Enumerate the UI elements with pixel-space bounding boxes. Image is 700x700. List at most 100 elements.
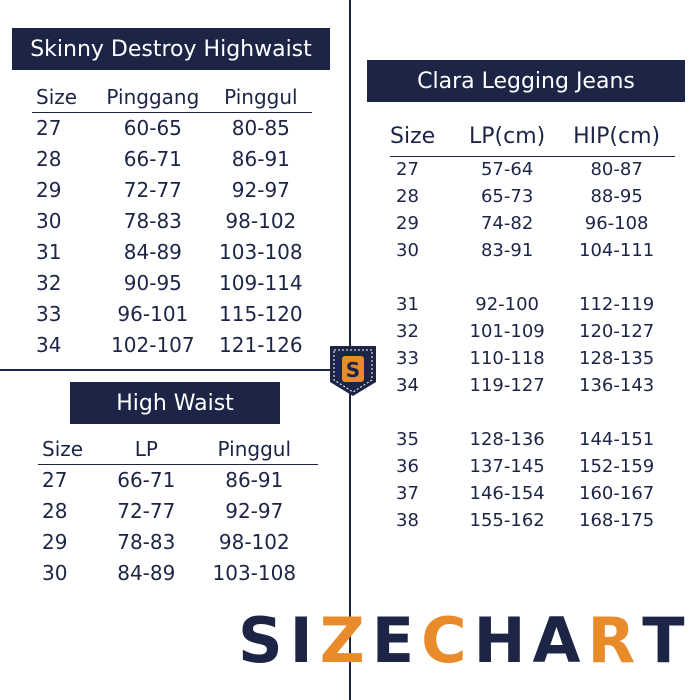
measurement-cell: 66-71 [123, 146, 182, 171]
size-cell: 29 [396, 213, 419, 234]
measurement-cell: 112-119 [579, 294, 655, 315]
measurement-cell: 78-83 [123, 208, 182, 233]
measurement-cell: 83-91 [480, 240, 534, 261]
measurement-cell: 90-95 [123, 270, 182, 295]
column-header: Pinggul [217, 436, 292, 461]
size-cell: 28 [42, 498, 68, 523]
column-header: Pinggul [224, 84, 298, 109]
measurement-cell: 98-102 [218, 529, 290, 554]
measurement-cell: 155-162 [469, 510, 545, 531]
skinny-title: Skinny Destroy Highwaist [30, 36, 312, 62]
measurement-cell: 72-77 [123, 177, 182, 202]
measurement-cell: 104-111 [579, 240, 655, 261]
clara-title: Clara Legging Jeans [417, 68, 635, 94]
table-row: 32 90-95 109-114 [32, 267, 312, 298]
table-header-row: Size LP(cm) HIP(cm) [390, 118, 675, 156]
table-row: 33 96-101 115-120 [32, 298, 312, 329]
sizechart-title: SIZECHART [238, 604, 684, 677]
measurement-cell: 120-127 [579, 321, 655, 342]
table-row: 31 84-89 103-108 [32, 236, 312, 267]
table-row: 34 119-127 136-143 [390, 372, 675, 399]
table-row: 27 60-65 80-85 [32, 112, 312, 143]
measurement-cell: 109-114 [219, 270, 303, 295]
measurement-cell: 65-73 [480, 186, 534, 207]
measurement-cell: 96-108 [584, 213, 649, 234]
table-row: 28 65-73 88-95 [390, 183, 675, 210]
size-cell: 30 [396, 240, 419, 261]
measurement-cell: 144-151 [579, 429, 655, 450]
measurement-cell: 168-175 [579, 510, 655, 531]
measurement-cell: 80-87 [590, 159, 643, 181]
measurement-cell: 74-82 [480, 213, 534, 234]
size-cell: 32 [396, 321, 419, 342]
table-row: 29 78-83 98-102 [38, 526, 318, 557]
measurement-cell: 160-167 [579, 483, 655, 504]
title-letter: S [238, 604, 290, 677]
measurement-cell: 128-136 [469, 429, 545, 450]
title-letter: C [421, 604, 474, 677]
size-cell: 27 [36, 115, 62, 140]
measurement-cell: 110-118 [469, 348, 545, 369]
column-header: Size [36, 84, 78, 109]
table-row: 30 83-91 104-111 [390, 237, 675, 264]
title-letter: R [587, 604, 643, 677]
table-row: 29 74-82 96-108 [390, 210, 675, 237]
measurement-cell: 92-100 [475, 294, 540, 315]
measurement-cell: 103-108 [219, 239, 303, 264]
measurement-cell: 96-101 [117, 301, 189, 326]
table-row: 36 137-145 152-159 [390, 453, 675, 480]
table-row: 27 57-64 80-87 [390, 156, 675, 183]
measurement-cell: 72-77 [117, 498, 176, 523]
measurement-cell: 101-109 [469, 321, 545, 342]
pocket-badge-icon: S [330, 346, 376, 396]
size-cell: 27 [42, 467, 68, 492]
measurement-cell: 57-64 [480, 159, 534, 181]
title-letter: I [289, 604, 320, 677]
measurement-cell: 115-120 [219, 301, 303, 326]
measurement-cell: 92-97 [225, 498, 284, 523]
table-row: 28 66-71 86-91 [32, 143, 312, 174]
table-row: 32 101-109 120-127 [390, 318, 675, 345]
measurement-cell: 84-89 [123, 239, 182, 264]
title-letter: T [642, 604, 692, 677]
size-cell: 31 [396, 294, 419, 315]
size-cell: 30 [42, 560, 68, 585]
measurement-cell: 84-89 [117, 560, 176, 585]
table-row: 37 146-154 160-167 [390, 480, 675, 507]
highwaist-size-table: Size LP Pinggul 27 66-71 86-91 28 72-77 92-97… [38, 434, 318, 588]
size-cell: 30 [36, 208, 62, 233]
measurement-cell: 146-154 [469, 483, 545, 504]
table-row: 35 128-136 144-151 [390, 426, 675, 453]
size-cell: 28 [36, 146, 62, 171]
table-header-row: Size LP Pinggul [38, 434, 318, 464]
measurement-cell: 152-159 [579, 456, 655, 477]
table-row: 27 66-71 86-91 [38, 464, 318, 495]
highwaist-title: High Waist [116, 390, 234, 416]
column-header: HIP(cm) [573, 124, 661, 150]
measurement-cell: 119-127 [469, 375, 545, 396]
measurement-cell: 60-65 [123, 115, 182, 140]
size-cell: 29 [42, 529, 68, 554]
column-header: Size [42, 436, 84, 461]
size-cell: 27 [396, 159, 419, 181]
title-letter: H [473, 604, 533, 677]
measurement-cell: 66-71 [117, 467, 176, 492]
column-header: Pinggang [106, 84, 200, 109]
column-header: LP(cm) [469, 124, 546, 150]
measurement-cell: 98-102 [225, 208, 297, 233]
table-row: 28 72-77 92-97 [38, 495, 318, 526]
table-row: 29 72-77 92-97 [32, 174, 312, 205]
title-letter: Z [319, 604, 372, 677]
table-row: 34 102-107 121-126 [32, 329, 312, 360]
size-cell: 31 [36, 239, 62, 264]
measurement-cell: 137-145 [469, 456, 545, 477]
measurement-cell: 102-107 [111, 332, 195, 357]
clara-size-table: Size LP(cm) HIP(cm) 27 57-64 80-87 28 65-73 8… [390, 118, 675, 534]
column-header: Size [390, 124, 436, 150]
measurement-cell: 78-83 [117, 529, 176, 554]
measurement-cell: 103-108 [212, 560, 297, 585]
measurement-cell: 121-126 [219, 332, 303, 357]
size-cell: 34 [396, 375, 419, 396]
highwaist-title-banner: High Waist [70, 382, 280, 424]
table-row: 30 84-89 103-108 [38, 557, 318, 588]
